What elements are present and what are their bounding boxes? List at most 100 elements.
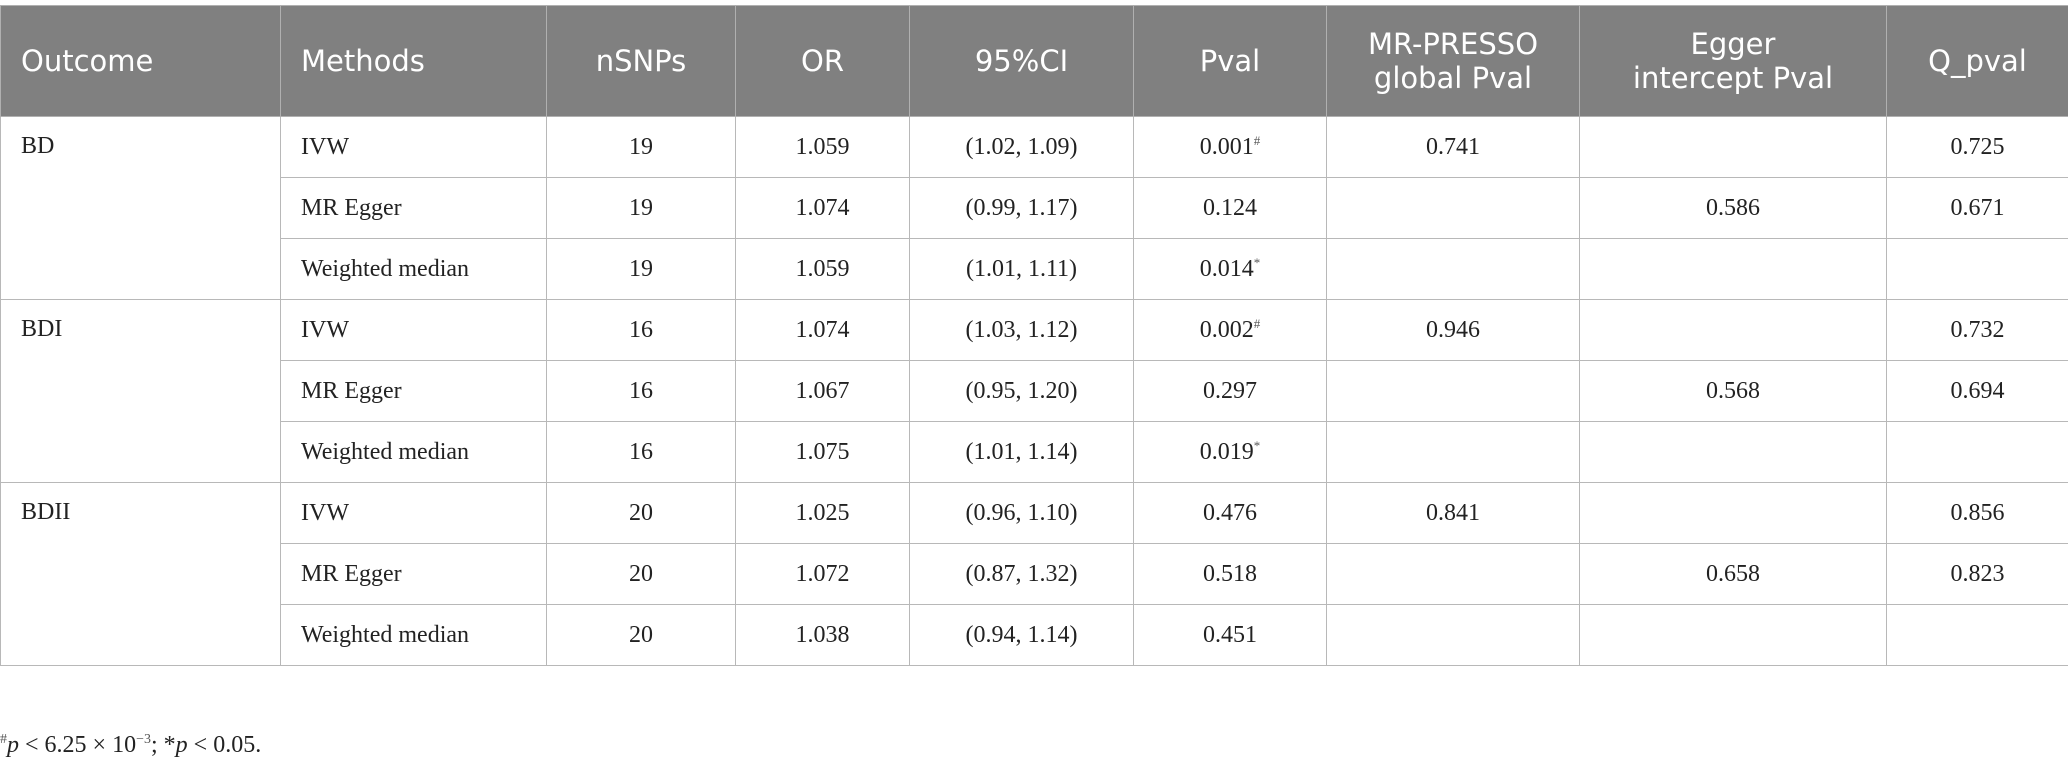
pval-cell: 0.019* bbox=[1133, 421, 1327, 483]
or-value: 1.075 bbox=[795, 438, 850, 465]
pval-value: 0.518 bbox=[1203, 560, 1257, 587]
significance-mark: # bbox=[1253, 133, 1261, 148]
ci-value: (0.87, 1.32) bbox=[965, 560, 1078, 587]
footnote-p: p bbox=[7, 732, 19, 758]
or-cell: 1.074 bbox=[735, 299, 910, 361]
presso-cell bbox=[1326, 238, 1580, 300]
header-text: Q_pval bbox=[1928, 44, 2027, 78]
header-cell: MR-PRESSO global Pval bbox=[1326, 5, 1580, 117]
ci-cell: (1.03, 1.12) bbox=[909, 299, 1134, 361]
outcome-cell: BDII bbox=[0, 482, 281, 666]
ci-value: (1.01, 1.11) bbox=[965, 255, 1078, 282]
method-cell: MR Egger bbox=[280, 360, 547, 422]
header-row: Outcome Methods nSNPs OR 95%CI Pval MR-PRESSO g… bbox=[0, 5, 2068, 117]
nsnps-value: 19 bbox=[629, 133, 653, 160]
table-row: MR Egger 19 1.074 (0.99, 1.17) 0.124 0.586 0.6… bbox=[1, 177, 2068, 239]
q-cell bbox=[1886, 421, 2068, 483]
table-row: BDI IVW 16 1.074 (1.03, 1.12) 0.002# 0.946 0.73… bbox=[0, 299, 2068, 483]
q-value: 0.725 bbox=[1950, 133, 2005, 160]
nsnps-cell: 19 bbox=[546, 238, 736, 300]
or-value: 1.072 bbox=[795, 560, 850, 587]
header-text: Outcome bbox=[21, 44, 154, 78]
nsnps-cell: 20 bbox=[546, 482, 736, 544]
presso-value: 0.741 bbox=[1426, 133, 1480, 160]
presso-cell: 0.946 bbox=[1326, 299, 1580, 361]
header-text: Egger bbox=[1690, 27, 1776, 61]
egger-value: 0.586 bbox=[1706, 194, 1760, 221]
outcome-cell: BD bbox=[0, 116, 281, 300]
method-cell: Weighted median bbox=[280, 238, 547, 300]
ci-value: (0.99, 1.17) bbox=[965, 194, 1078, 221]
ci-cell: (0.95, 1.20) bbox=[909, 360, 1134, 422]
footnote-text: ; * bbox=[150, 732, 176, 758]
egger-cell bbox=[1579, 482, 1887, 544]
pval-value: 0.001 bbox=[1199, 134, 1254, 160]
header-text: OR bbox=[801, 44, 844, 78]
table-row: Weighted median 20 1.038 (0.94, 1.14) 0.451 bbox=[1, 604, 2068, 666]
ci-cell: (1.01, 1.14) bbox=[909, 421, 1134, 483]
presso-cell bbox=[1326, 421, 1580, 483]
pval-cell: 0.002# bbox=[1133, 299, 1327, 361]
significance-mark: * bbox=[1253, 255, 1261, 270]
ci-value: (1.01, 1.14) bbox=[965, 438, 1078, 465]
header-text: intercept Pval bbox=[1632, 61, 1834, 95]
q-cell: 0.725 bbox=[1886, 116, 2068, 178]
significance-mark: * bbox=[1253, 438, 1261, 453]
footnote-exponent: −3 bbox=[136, 732, 151, 747]
method-cell: Weighted median bbox=[280, 604, 547, 666]
results-table: Outcome Methods nSNPs OR 95%CI Pval MR-PRESSO g… bbox=[0, 5, 2068, 666]
header-text: 95%CI bbox=[974, 44, 1069, 78]
presso-cell bbox=[1326, 604, 1580, 666]
ci-value: (0.96, 1.10) bbox=[965, 499, 1078, 526]
outcome-cell: BDI bbox=[0, 299, 281, 483]
pval-cell: 0.297 bbox=[1133, 360, 1327, 422]
ci-value: (1.03, 1.12) bbox=[965, 316, 1078, 343]
footnote-mark: # bbox=[0, 732, 7, 747]
table-row: Weighted median 19 1.059 (1.01, 1.11) 0.014* bbox=[1, 238, 2068, 300]
or-cell: 1.059 bbox=[735, 238, 910, 300]
egger-cell: 0.586 bbox=[1579, 177, 1887, 239]
q-cell: 0.823 bbox=[1886, 543, 2068, 605]
nsnps-value: 16 bbox=[629, 316, 653, 343]
pval-value: 0.124 bbox=[1203, 194, 1257, 221]
q-value: 0.732 bbox=[1950, 316, 2005, 343]
egger-cell: 0.658 bbox=[1579, 543, 1887, 605]
pval-value: 0.451 bbox=[1203, 621, 1257, 648]
presso-cell: 0.741 bbox=[1326, 116, 1580, 178]
header-cell: Q_pval bbox=[1886, 5, 2068, 117]
nsnps-value: 20 bbox=[629, 499, 653, 526]
ci-cell: (0.99, 1.17) bbox=[909, 177, 1134, 239]
footnote-text: < 0.05. bbox=[187, 732, 262, 758]
q-value: 0.823 bbox=[1950, 560, 2005, 587]
table-row: MR Egger 20 1.072 (0.87, 1.32) 0.518 0.658 0.8… bbox=[1, 543, 2068, 605]
presso-cell bbox=[1326, 177, 1580, 239]
nsnps-cell: 16 bbox=[546, 360, 736, 422]
header-cell: OR bbox=[735, 5, 910, 117]
egger-cell bbox=[1579, 238, 1887, 300]
ci-cell: (1.01, 1.11) bbox=[909, 238, 1134, 300]
ci-cell: (1.02, 1.09) bbox=[909, 116, 1134, 178]
or-value: 1.059 bbox=[795, 133, 850, 160]
method-cell: IVW bbox=[280, 482, 547, 544]
nsnps-value: 19 bbox=[629, 255, 653, 282]
q-cell: 0.671 bbox=[1886, 177, 2068, 239]
presso-cell bbox=[1326, 543, 1580, 605]
footnote: #p < 6.25 × 10−3; *p < 0.05. bbox=[0, 732, 261, 759]
or-cell: 1.038 bbox=[735, 604, 910, 666]
or-value: 1.074 bbox=[795, 194, 850, 221]
or-cell: 1.025 bbox=[735, 482, 910, 544]
presso-value: 0.946 bbox=[1426, 316, 1480, 343]
method-cell: Weighted median bbox=[280, 421, 547, 483]
nsnps-cell: 20 bbox=[546, 543, 736, 605]
ci-cell: (0.96, 1.10) bbox=[909, 482, 1134, 544]
header-cell: Methods bbox=[280, 5, 547, 117]
pval-value: 0.297 bbox=[1203, 377, 1257, 404]
presso-value: 0.841 bbox=[1426, 499, 1480, 526]
presso-cell bbox=[1326, 360, 1580, 422]
ci-value: (1.02, 1.09) bbox=[965, 133, 1078, 160]
pval-value: 0.014 bbox=[1199, 256, 1254, 282]
q-cell bbox=[1886, 238, 2068, 300]
pval-cell: 0.001# bbox=[1133, 116, 1327, 178]
header-text: Pval bbox=[1199, 44, 1261, 78]
